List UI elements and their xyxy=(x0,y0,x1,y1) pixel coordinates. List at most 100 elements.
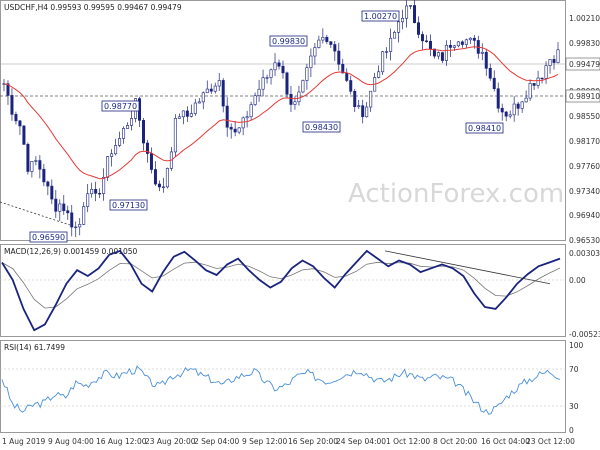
price-y-tick: 0.97760 xyxy=(569,162,600,171)
candle-body xyxy=(409,5,413,7)
rsi-y-tick: 0 xyxy=(569,426,574,435)
candle-body xyxy=(130,118,134,126)
candle-body xyxy=(165,168,169,188)
candle-body xyxy=(301,80,305,93)
candle-body xyxy=(161,186,165,188)
x-tick: 1 Aug 2019 xyxy=(2,437,45,446)
candle-body xyxy=(480,51,484,54)
candle-body xyxy=(516,103,520,109)
macd-trendline xyxy=(384,250,551,285)
candle-body xyxy=(22,125,26,145)
level-price-label: 0.98910 xyxy=(569,92,600,101)
moving-average-line xyxy=(3,46,559,180)
x-axis: 1 Aug 2019 9 Aug 04:00 16 Aug 12:00 23 A… xyxy=(2,437,575,446)
candle-body xyxy=(245,116,249,119)
callout-low-1: 0.96590 xyxy=(32,233,65,242)
x-tick: 1 Oct 12:00 xyxy=(386,437,430,446)
candle-body xyxy=(122,128,126,139)
candle-body xyxy=(153,169,157,185)
candle-body xyxy=(361,105,365,118)
candle-body xyxy=(98,192,102,195)
candle-body xyxy=(217,80,221,87)
candle-body xyxy=(54,198,58,212)
candle-body xyxy=(548,59,552,67)
callout-low-3: 0.98430 xyxy=(305,123,338,132)
candle-body xyxy=(488,68,492,79)
price-y-tick: 0.98550 xyxy=(569,112,600,121)
candle-body xyxy=(405,5,409,19)
candle-body xyxy=(464,39,468,45)
candle-body xyxy=(269,69,273,78)
candle-body xyxy=(417,22,421,35)
candle-body xyxy=(213,85,217,92)
x-tick: 23 Aug 20:00 xyxy=(145,437,196,446)
rsi-title: RSI(14) 61.7499 xyxy=(4,343,65,352)
candle-body xyxy=(365,106,369,118)
candle-body xyxy=(329,41,333,45)
macd-title: MACD(12,26,9) 0.001459 0.001050 xyxy=(4,247,138,256)
candle-body xyxy=(145,142,149,154)
price-y-axis: 1.00210 0.99830 0.99400 0.98980 0.98550 … xyxy=(569,14,600,245)
candle-body xyxy=(82,206,86,225)
candle-body xyxy=(540,77,544,80)
candle-body xyxy=(496,88,500,109)
candle-body xyxy=(325,37,329,42)
candle-body xyxy=(58,203,62,212)
candle-body xyxy=(377,71,381,78)
candle-body xyxy=(309,55,313,68)
candle-body xyxy=(393,32,397,39)
candle-body xyxy=(46,181,50,187)
x-tick: 9 Aug 04:00 xyxy=(48,437,94,446)
candle-body xyxy=(205,88,209,94)
candle-body xyxy=(345,72,349,81)
candle-body xyxy=(66,210,70,214)
current-price-label: 0.99479 xyxy=(569,60,600,69)
candle-body xyxy=(261,77,265,90)
candle-body xyxy=(141,120,145,144)
candle-body xyxy=(528,83,532,99)
candle-body xyxy=(201,92,205,103)
price-y-tick: 0.97340 xyxy=(569,187,600,196)
candle-body xyxy=(265,77,269,79)
candle-body xyxy=(185,110,189,117)
candle-body xyxy=(173,118,177,153)
price-panel-frame xyxy=(0,0,566,241)
price-y-tick: 0.96940 xyxy=(569,211,600,220)
callout-box xyxy=(361,10,400,22)
candle-body xyxy=(484,51,488,69)
candle-body xyxy=(14,114,18,122)
candle-body xyxy=(285,72,289,95)
candle-body xyxy=(369,90,373,108)
candle-body xyxy=(225,105,229,128)
candle-body xyxy=(30,161,34,172)
x-tick: 2 Sep 04:00 xyxy=(194,437,240,446)
candle-body xyxy=(293,101,297,105)
candle-body xyxy=(512,103,516,116)
candle-body xyxy=(552,59,556,63)
callout-box xyxy=(29,231,68,243)
candle-body xyxy=(257,88,261,96)
price-y-tick: 0.98170 xyxy=(569,137,600,146)
rsi-y-tick: 100 xyxy=(569,341,584,350)
candle-body xyxy=(6,83,10,96)
candle-body xyxy=(102,177,106,194)
price-y-tick: 0.96530 xyxy=(569,236,600,245)
candle-body xyxy=(508,114,512,117)
callout-high-3: 1.00270 xyxy=(364,12,397,21)
macd-line xyxy=(1,249,561,332)
candle-body xyxy=(221,80,225,107)
candle-body xyxy=(273,62,277,71)
candle-body xyxy=(86,193,90,207)
candle-body xyxy=(237,127,241,133)
candle-body xyxy=(34,160,38,162)
candle-body xyxy=(544,65,548,79)
support-trendline xyxy=(0,201,71,226)
candle-body xyxy=(189,113,193,117)
candle-body xyxy=(249,104,253,118)
candle-body xyxy=(333,44,337,52)
candle-body xyxy=(460,41,464,45)
candle-body xyxy=(452,45,456,48)
candle-body xyxy=(193,102,197,114)
